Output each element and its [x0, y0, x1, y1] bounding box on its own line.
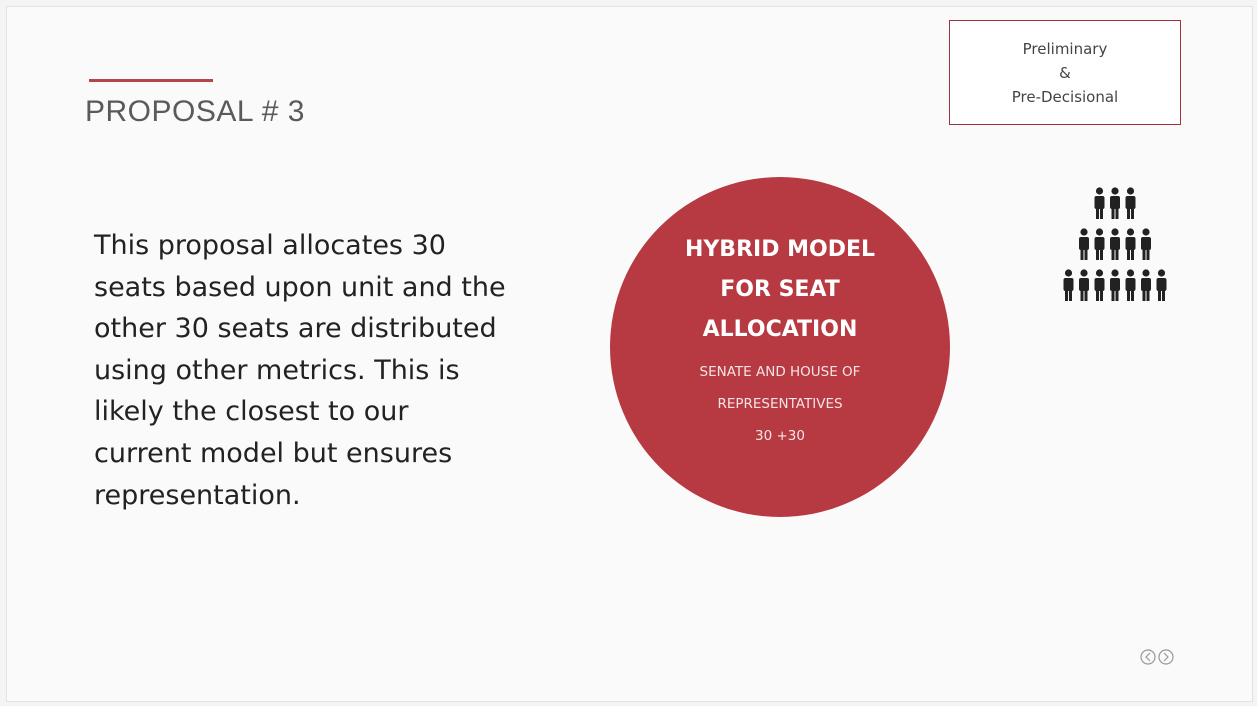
heading-line: ALLOCATION: [702, 317, 858, 342]
circle-subtext: SENATE AND HOUSE OF REPRESENTATIVES 30 +30: [700, 356, 861, 452]
body-text: This proposal allocates 30 seats based up…: [94, 225, 506, 516]
person: [1125, 187, 1136, 219]
person: [1079, 269, 1089, 301]
stamp: Preliminary & Pre-Decisional: [949, 20, 1181, 125]
prev-button[interactable]: [1140, 649, 1156, 665]
stamp-line: Preliminary: [1022, 39, 1108, 58]
heading-line: FOR SEAT: [720, 277, 840, 302]
body-line: current model but ensures: [94, 437, 453, 469]
person: [1141, 228, 1151, 260]
person: [1156, 269, 1167, 301]
person: [1125, 228, 1136, 260]
next-arrow: [1163, 652, 1169, 662]
next-button[interactable]: [1158, 649, 1174, 665]
slide-title: PROPOSAL # 3: [85, 95, 305, 128]
subtext-line: REPRESENTATIVES: [717, 396, 843, 412]
person: [1125, 269, 1136, 301]
person: [1110, 269, 1120, 301]
people-icon: [1063, 187, 1167, 301]
person: [1110, 228, 1120, 260]
body-line: This proposal allocates 30: [94, 230, 446, 261]
person: [1094, 187, 1105, 219]
person: [1063, 269, 1074, 301]
body-line: seats based upon unit and the: [94, 271, 506, 303]
stamp-line: &: [1059, 63, 1071, 82]
heading-line: HYBRID MODEL: [684, 237, 876, 262]
circle-heading: HYBRID MODEL FOR SEAT ALLOCATION: [685, 230, 875, 350]
body-line: likely the closest to our: [94, 396, 409, 428]
circle: HYBRID MODEL FOR SEAT ALLOCATION SENATE AN…: [610, 177, 950, 517]
person: [1079, 228, 1089, 260]
body-line: representation.: [94, 479, 301, 511]
nav-arrows[interactable]: [1139, 647, 1189, 667]
person: [1110, 187, 1120, 219]
title-accent: [89, 79, 213, 82]
subtext-line: SENATE AND HOUSE OF: [699, 364, 861, 380]
person: [1094, 228, 1105, 260]
stamp-line: Pre-Decisional: [1011, 87, 1119, 106]
slide: PROPOSAL # 3 Preliminary & Pre-Decisiona…: [6, 6, 1253, 702]
body-line: other 30 seats are distributed: [94, 313, 497, 345]
person: [1094, 269, 1105, 301]
person: [1141, 269, 1151, 301]
prev-arrow: [1145, 652, 1151, 662]
body-line: using other metrics. This is: [94, 354, 460, 386]
subtext-line: 30 +30: [755, 428, 805, 444]
